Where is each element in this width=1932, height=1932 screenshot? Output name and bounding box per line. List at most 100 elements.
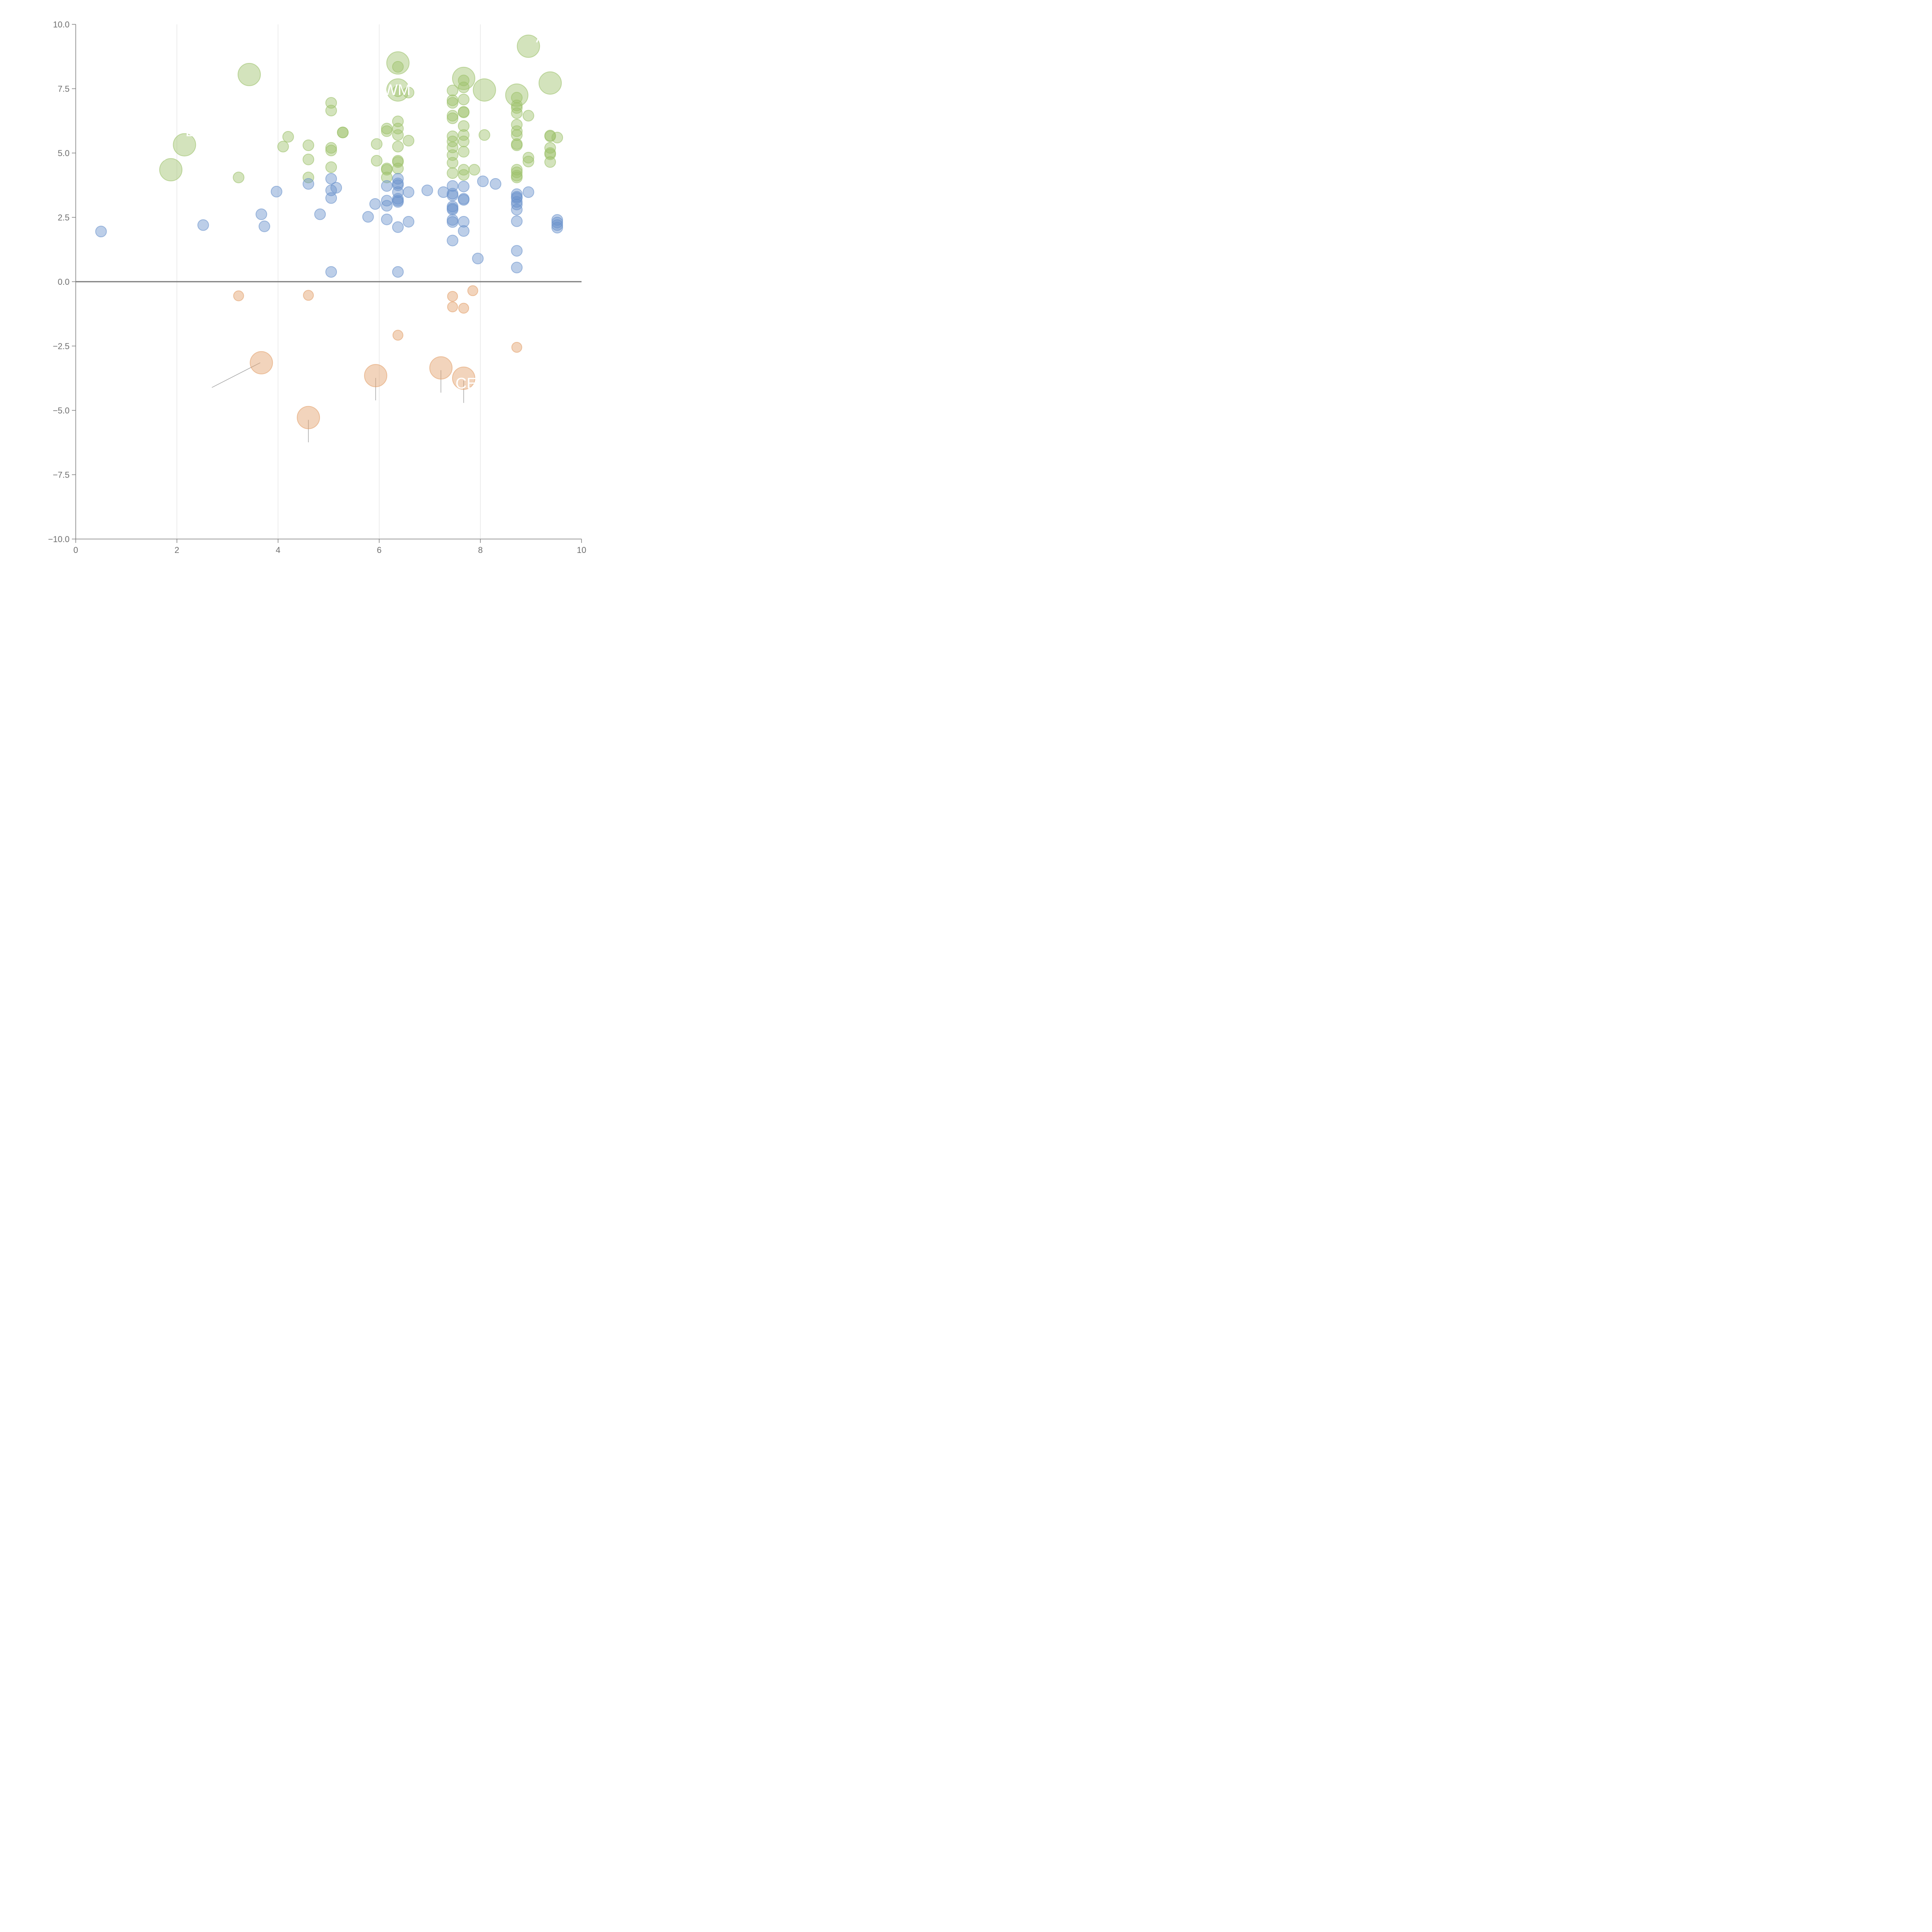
annotation-leader — [463, 378, 467, 389]
orange-point — [447, 291, 458, 302]
blue-point — [392, 266, 404, 278]
green-point — [325, 161, 337, 173]
green-point — [447, 167, 459, 179]
green-point — [544, 156, 556, 168]
orange-point — [233, 290, 244, 301]
green-point — [447, 97, 459, 109]
blue-point — [270, 185, 282, 197]
green-point — [544, 130, 556, 142]
blue-point — [447, 216, 459, 228]
green-point — [371, 138, 383, 150]
green-point — [386, 78, 410, 102]
blue-point — [330, 182, 342, 194]
y-tick-label: −5.0 — [53, 406, 70, 415]
blue-point — [458, 216, 470, 228]
green-point — [325, 142, 337, 154]
blue-point — [255, 208, 267, 220]
orange-point — [429, 356, 453, 380]
green-point — [505, 83, 529, 107]
blue-point — [197, 219, 209, 231]
blue-point — [95, 226, 107, 238]
blue-point — [472, 253, 484, 265]
blue-point — [522, 186, 534, 198]
blue-point — [511, 192, 523, 204]
blue-point — [403, 186, 415, 198]
blue-point — [314, 208, 326, 220]
orange-point — [250, 351, 273, 374]
green-point — [458, 120, 470, 132]
blue-point — [490, 178, 502, 190]
green-point — [381, 125, 393, 137]
green-point — [173, 133, 196, 156]
annotation-label: A — [536, 29, 546, 46]
green-point — [458, 94, 470, 105]
blue-point — [511, 262, 523, 274]
x-tick-label: 8 — [478, 545, 483, 555]
y-tick-label: 7.5 — [58, 84, 70, 94]
green-point — [381, 172, 393, 184]
green-point — [392, 61, 404, 73]
orange-point — [297, 406, 320, 429]
green-point — [447, 110, 459, 122]
green-point — [447, 157, 459, 169]
green-point — [473, 78, 496, 102]
y-tick-label: 0.0 — [58, 277, 70, 287]
green-point — [458, 136, 470, 148]
x-tick-label: 6 — [377, 545, 381, 555]
blue-point — [381, 213, 393, 225]
green-point — [447, 85, 459, 97]
green-point — [403, 135, 415, 147]
annotation-label: WM — [383, 82, 411, 99]
blue-point — [381, 200, 393, 212]
green-point — [325, 145, 337, 156]
green-point — [447, 112, 459, 124]
green-point — [538, 71, 562, 95]
x-tick-label: 2 — [175, 545, 179, 555]
green-point — [282, 131, 294, 143]
blue-point — [511, 245, 523, 257]
blue-point — [551, 219, 563, 231]
blue-point — [325, 266, 337, 278]
green-point — [386, 51, 410, 75]
blue-point — [303, 178, 315, 190]
annotation-label: E — [185, 123, 196, 140]
green-point — [517, 34, 540, 58]
blue-point — [551, 222, 563, 234]
orange-point — [303, 290, 314, 301]
green-point — [159, 158, 183, 182]
blue-point — [421, 184, 433, 196]
orange-point — [452, 366, 476, 390]
blue-point — [447, 235, 459, 247]
green-point — [458, 129, 470, 141]
green-point — [371, 155, 383, 167]
blue-point — [458, 225, 470, 237]
annotation-leaders — [161, 42, 541, 442]
x-tick-label: 0 — [73, 545, 78, 555]
green-point — [522, 155, 534, 167]
annotation-labels: A F EO WM CE — [156, 29, 546, 392]
y-tick-label: −2.5 — [53, 342, 70, 351]
x-tick-label: 10 — [577, 545, 586, 555]
green-point — [237, 63, 261, 86]
annotation-leader — [184, 136, 191, 145]
blue-point — [511, 204, 523, 216]
scatter-chart: 0 2 4 6 8 10 10.0 7.5 5.0 2.5 0.0 −2.5 −5.0 −7.5 −10.0… — [48, 20, 586, 555]
green-point — [458, 169, 470, 181]
green-point — [392, 156, 404, 168]
green-point — [511, 129, 523, 141]
orange-point — [458, 303, 469, 314]
green-point — [511, 172, 523, 184]
green-point — [511, 107, 523, 119]
green-point — [303, 172, 315, 184]
green-point — [511, 125, 523, 137]
green-point — [452, 66, 476, 90]
blue-point — [458, 180, 470, 192]
green-point — [325, 105, 337, 117]
green-point — [392, 141, 404, 153]
green-point — [511, 119, 523, 131]
orange-point — [392, 330, 403, 341]
green-point — [392, 129, 404, 141]
blue-point — [381, 180, 393, 192]
green-point — [392, 122, 404, 134]
orange-point — [511, 342, 522, 353]
